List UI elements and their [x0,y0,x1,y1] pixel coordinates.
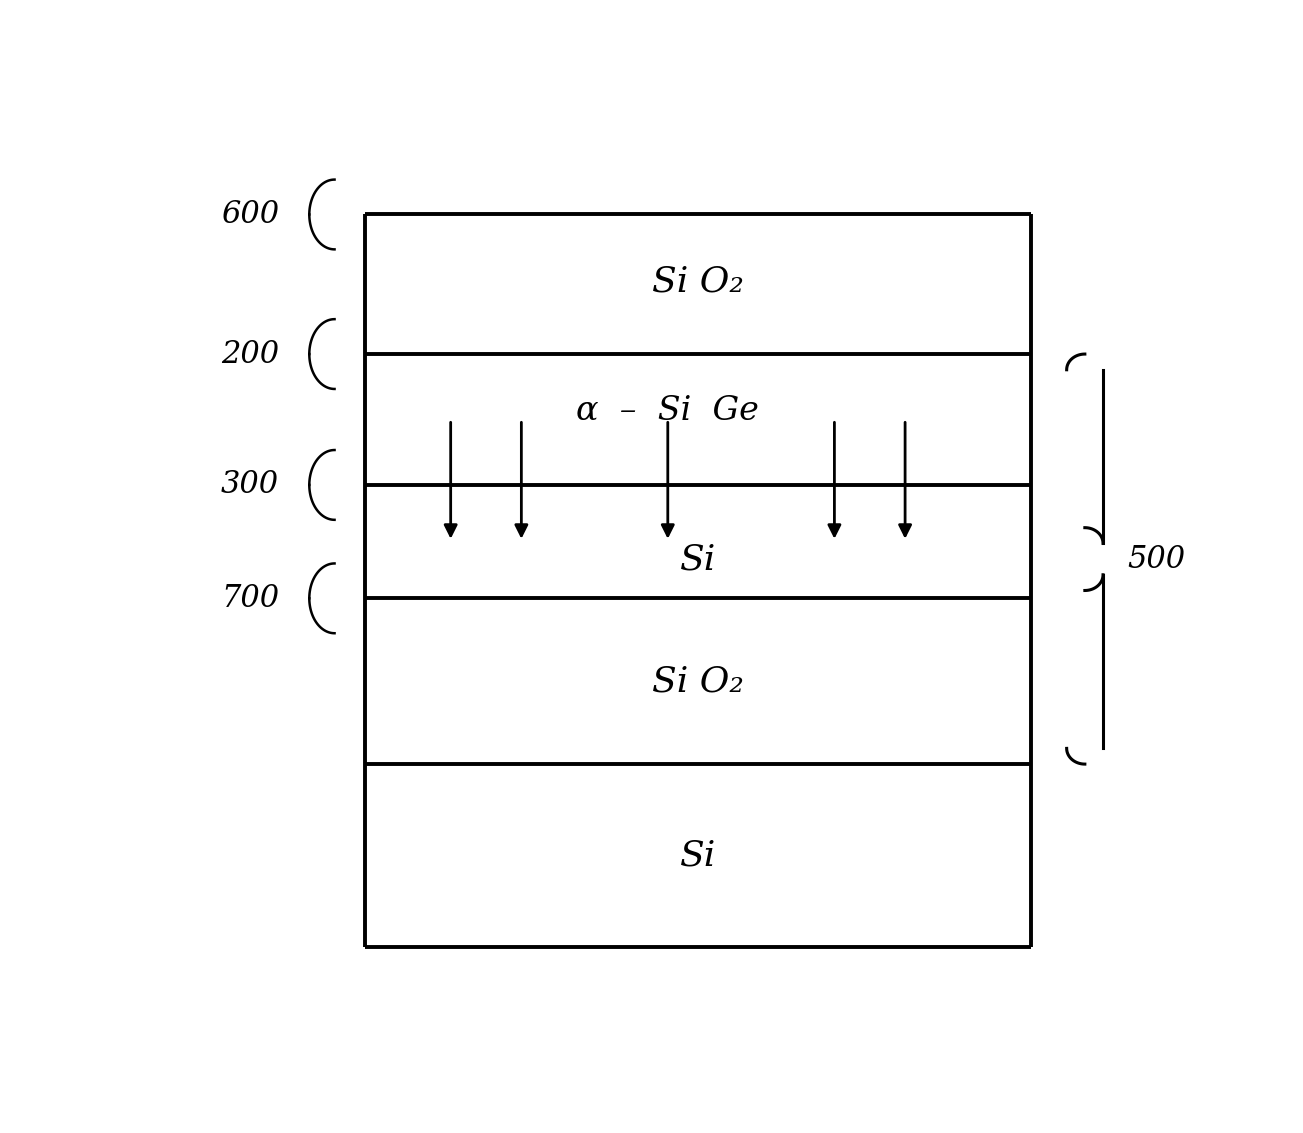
Text: 700: 700 [222,582,279,614]
Text: Si: Si [680,542,717,576]
Text: Si: Si [680,838,717,872]
Text: Si O₂: Si O₂ [652,265,744,299]
Text: Si O₂: Si O₂ [652,664,744,698]
Text: 200: 200 [222,339,279,369]
Text: 600: 600 [222,199,279,230]
Text: α  –  Si  Ge: α – Si Ge [576,394,760,427]
Text: 500: 500 [1127,544,1186,574]
Text: 300: 300 [222,469,279,501]
